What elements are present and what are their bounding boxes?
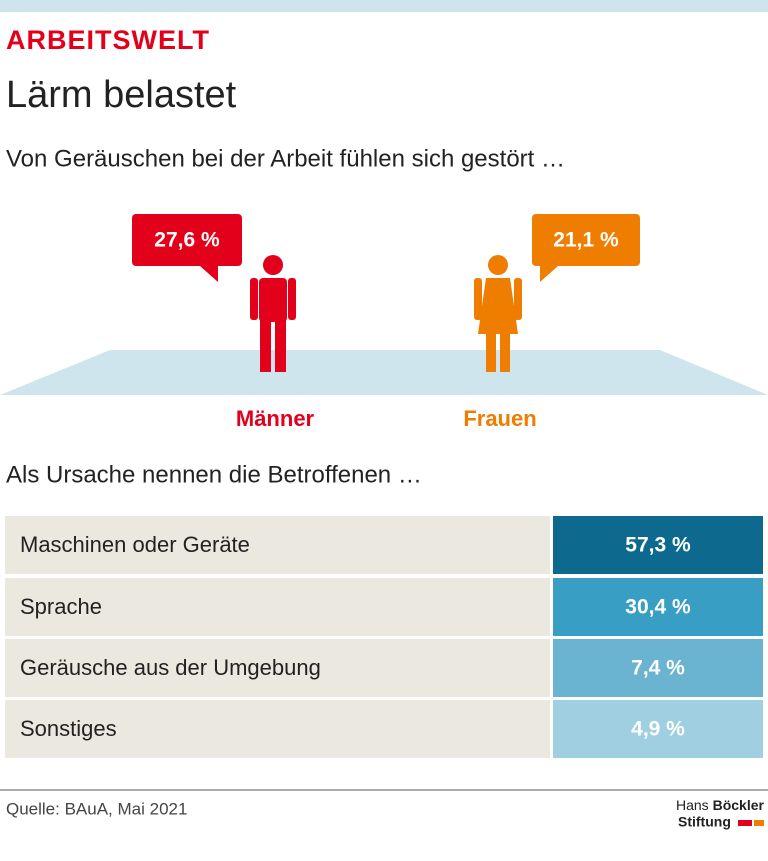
logo-word: Hans [676, 797, 709, 813]
value-cell [553, 700, 763, 758]
row-value: 7,4 % [631, 657, 685, 680]
value-label: 21,1 % [553, 229, 619, 252]
row-label: Sprache [20, 594, 102, 619]
speech-bubble [132, 214, 242, 282]
logo-mark [754, 820, 764, 826]
man-figure [250, 255, 296, 372]
floor [0, 350, 768, 395]
logo-mark [738, 820, 752, 826]
logo-word: Böckler [713, 797, 765, 813]
top-bar [0, 0, 768, 12]
source: Quelle: BAuA, Mai 2021 [6, 799, 187, 818]
value-cell [553, 578, 763, 636]
row-value: 4,9 % [631, 718, 685, 741]
kicker: ARBEITSWELT [6, 25, 210, 55]
woman-figure [474, 255, 522, 372]
section-heading: Als Ursache nennen die Betroffenen … [6, 461, 422, 488]
label-cell [5, 516, 550, 574]
row-value: 57,3 % [625, 534, 691, 557]
value-label: 27,6 % [154, 229, 220, 252]
value-cell [553, 516, 763, 574]
table: Maschinen oder Geräte 57,3 % Sprache 30,4 %… [5, 516, 763, 758]
row-label: Geräusche aus der Umgebung [20, 655, 321, 680]
label-cell [5, 578, 550, 636]
row-label: Maschinen oder Geräte [20, 532, 250, 557]
speech-bubble [532, 214, 640, 282]
logo-word: Stiftung [678, 814, 731, 830]
row-value: 30,4 % [625, 596, 691, 619]
subtitle: Von Geräuschen bei der Arbeit fühlen sic… [6, 145, 565, 172]
group-label: Frauen [463, 406, 536, 431]
row-label: Sonstiges [20, 716, 117, 741]
label-cell [5, 639, 550, 697]
value-cell [553, 639, 763, 697]
label-cell [5, 700, 550, 758]
title: Lärm belastet [6, 74, 237, 116]
logo: Hans Böckler [676, 797, 764, 813]
group-label: Männer [236, 406, 315, 431]
